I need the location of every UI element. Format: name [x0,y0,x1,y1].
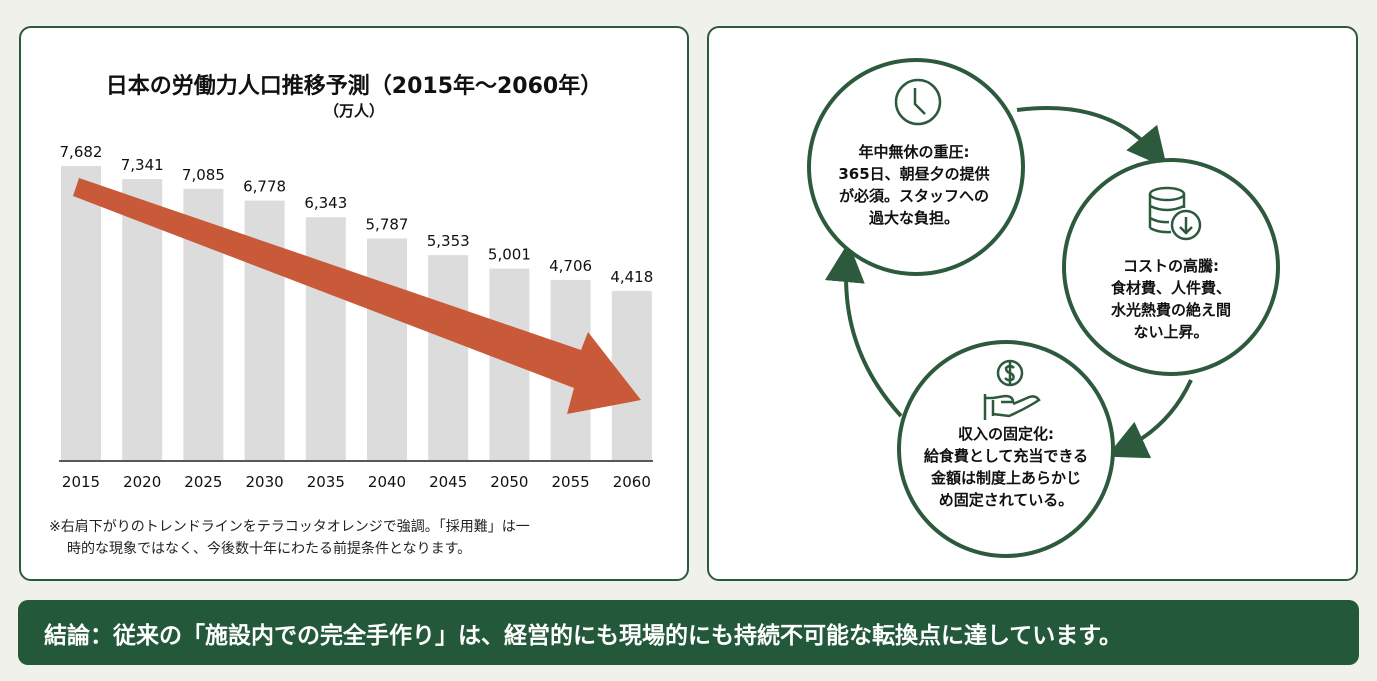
cycle-line: 365日、朝昼夕の提供 [838,165,990,183]
x-tick-label: 2050 [490,473,528,491]
cycle-title-2: コストの高騰: [1123,257,1219,275]
conclusion-text: 結論：従来の「施設内での完全手作り」は、経営的にも現場的にも持続不可能な転換点に… [44,622,1123,649]
cycle-circle-3 [897,340,1115,558]
database-down-icon [1148,186,1202,241]
data-label: 6,343 [304,194,347,212]
x-tick-label: 2030 [246,473,284,491]
bar-2015 [61,166,101,460]
cycle-line: 金額は制度上あらかじ [930,469,1081,487]
x-tick-label: 2015 [62,473,100,491]
bar-2040 [367,238,407,460]
cycle-circle-1 [807,58,1025,276]
cycle-line: 給食費として充当できる [923,447,1089,465]
cycle-circle-2 [1062,158,1280,376]
cycle-title-1: 年中無休の重圧: [858,143,970,161]
conclusion-banner: 結論：従来の「施設内での完全手作り」は、経営的にも現場的にも持続不可能な転換点に… [18,600,1359,665]
cycle-arrow-1 [1016,105,1168,169]
cycle-line: が必須。スタッフへの [838,187,989,205]
cycle-text-1: 年中無休の重圧: 365日、朝昼夕の提供 が必須。スタッフへの 過大な負担。 [814,141,1014,229]
x-tick-label: 2035 [307,473,345,491]
chart-title: 日本の労働力人口推移予測（2015年〜2060年） [105,74,603,99]
bar-2045 [428,255,469,460]
cycle-line: ない上昇。 [1133,323,1209,341]
cycle-text-3: 収入の固定化: 給食費として充当できる 金額は制度上あらかじ め固定されている。 [906,423,1106,511]
chart-panel: 日本の労働力人口推移予測（2015年〜2060年） （万人） 7,682 2015… [19,26,689,581]
note-line-2: 時的な現象ではなく、今後数十年にわたる前提条件となります。 [67,541,472,557]
cycle-diagram [807,58,1280,558]
data-label: 4,706 [549,257,592,275]
cycle-line: め固定されている。 [938,491,1074,509]
cycle-text-2: コストの高騰: 食材費、人件費、 水光熱費の絶え間 ない上昇。 [1071,255,1271,343]
cycle-arrow-2 [1106,379,1193,459]
trend-arrow [73,178,641,414]
cycle-title-3: 収入の固定化: [958,425,1054,443]
data-label: 5,353 [427,232,470,250]
x-tick-label: 2055 [552,473,590,491]
data-label: 6,778 [243,178,286,196]
cycle-panel: 年中無休の重圧: 365日、朝昼夕の提供 が必須。スタッフへの 過大な負担。 コ… [707,26,1358,581]
x-tick-label: 2020 [123,473,161,491]
data-label: 5,787 [366,216,409,234]
cycle-line: 水光熱費の絶え間 [1110,301,1231,319]
cycle-arrow-3 [824,242,903,418]
cycle-line: 過大な負担。 [868,209,959,227]
bar-2035 [305,217,346,460]
data-label: 7,682 [60,143,103,161]
data-label: 7,085 [182,166,225,184]
data-label: 7,341 [121,156,164,174]
x-tick-label: 2045 [429,473,467,491]
chart-note: ※右肩下がりのトレンドラインをテラコッタオレンジで強調。「採用難」は一 時的な現… [49,516,679,560]
hand-coin-icon [983,359,1041,420]
x-tick-label: 2025 [184,473,222,491]
clock-icon [894,78,942,126]
chart-unit: （万人） [323,102,384,120]
x-tick-label: 2040 [368,473,406,491]
cycle-line: 食材費、人件費、 [1110,279,1231,297]
bar-chart: 7,682 2015 7,341 2020 7,085 2025 6,778 2030 6,34… [59,143,653,491]
x-tick-label: 2060 [613,473,651,491]
data-label: 5,001 [488,246,531,264]
data-label: 4,418 [610,268,653,286]
note-line-1: ※右肩下がりのトレンドラインをテラコッタオレンジで強調。「採用難」は一 [49,519,530,535]
